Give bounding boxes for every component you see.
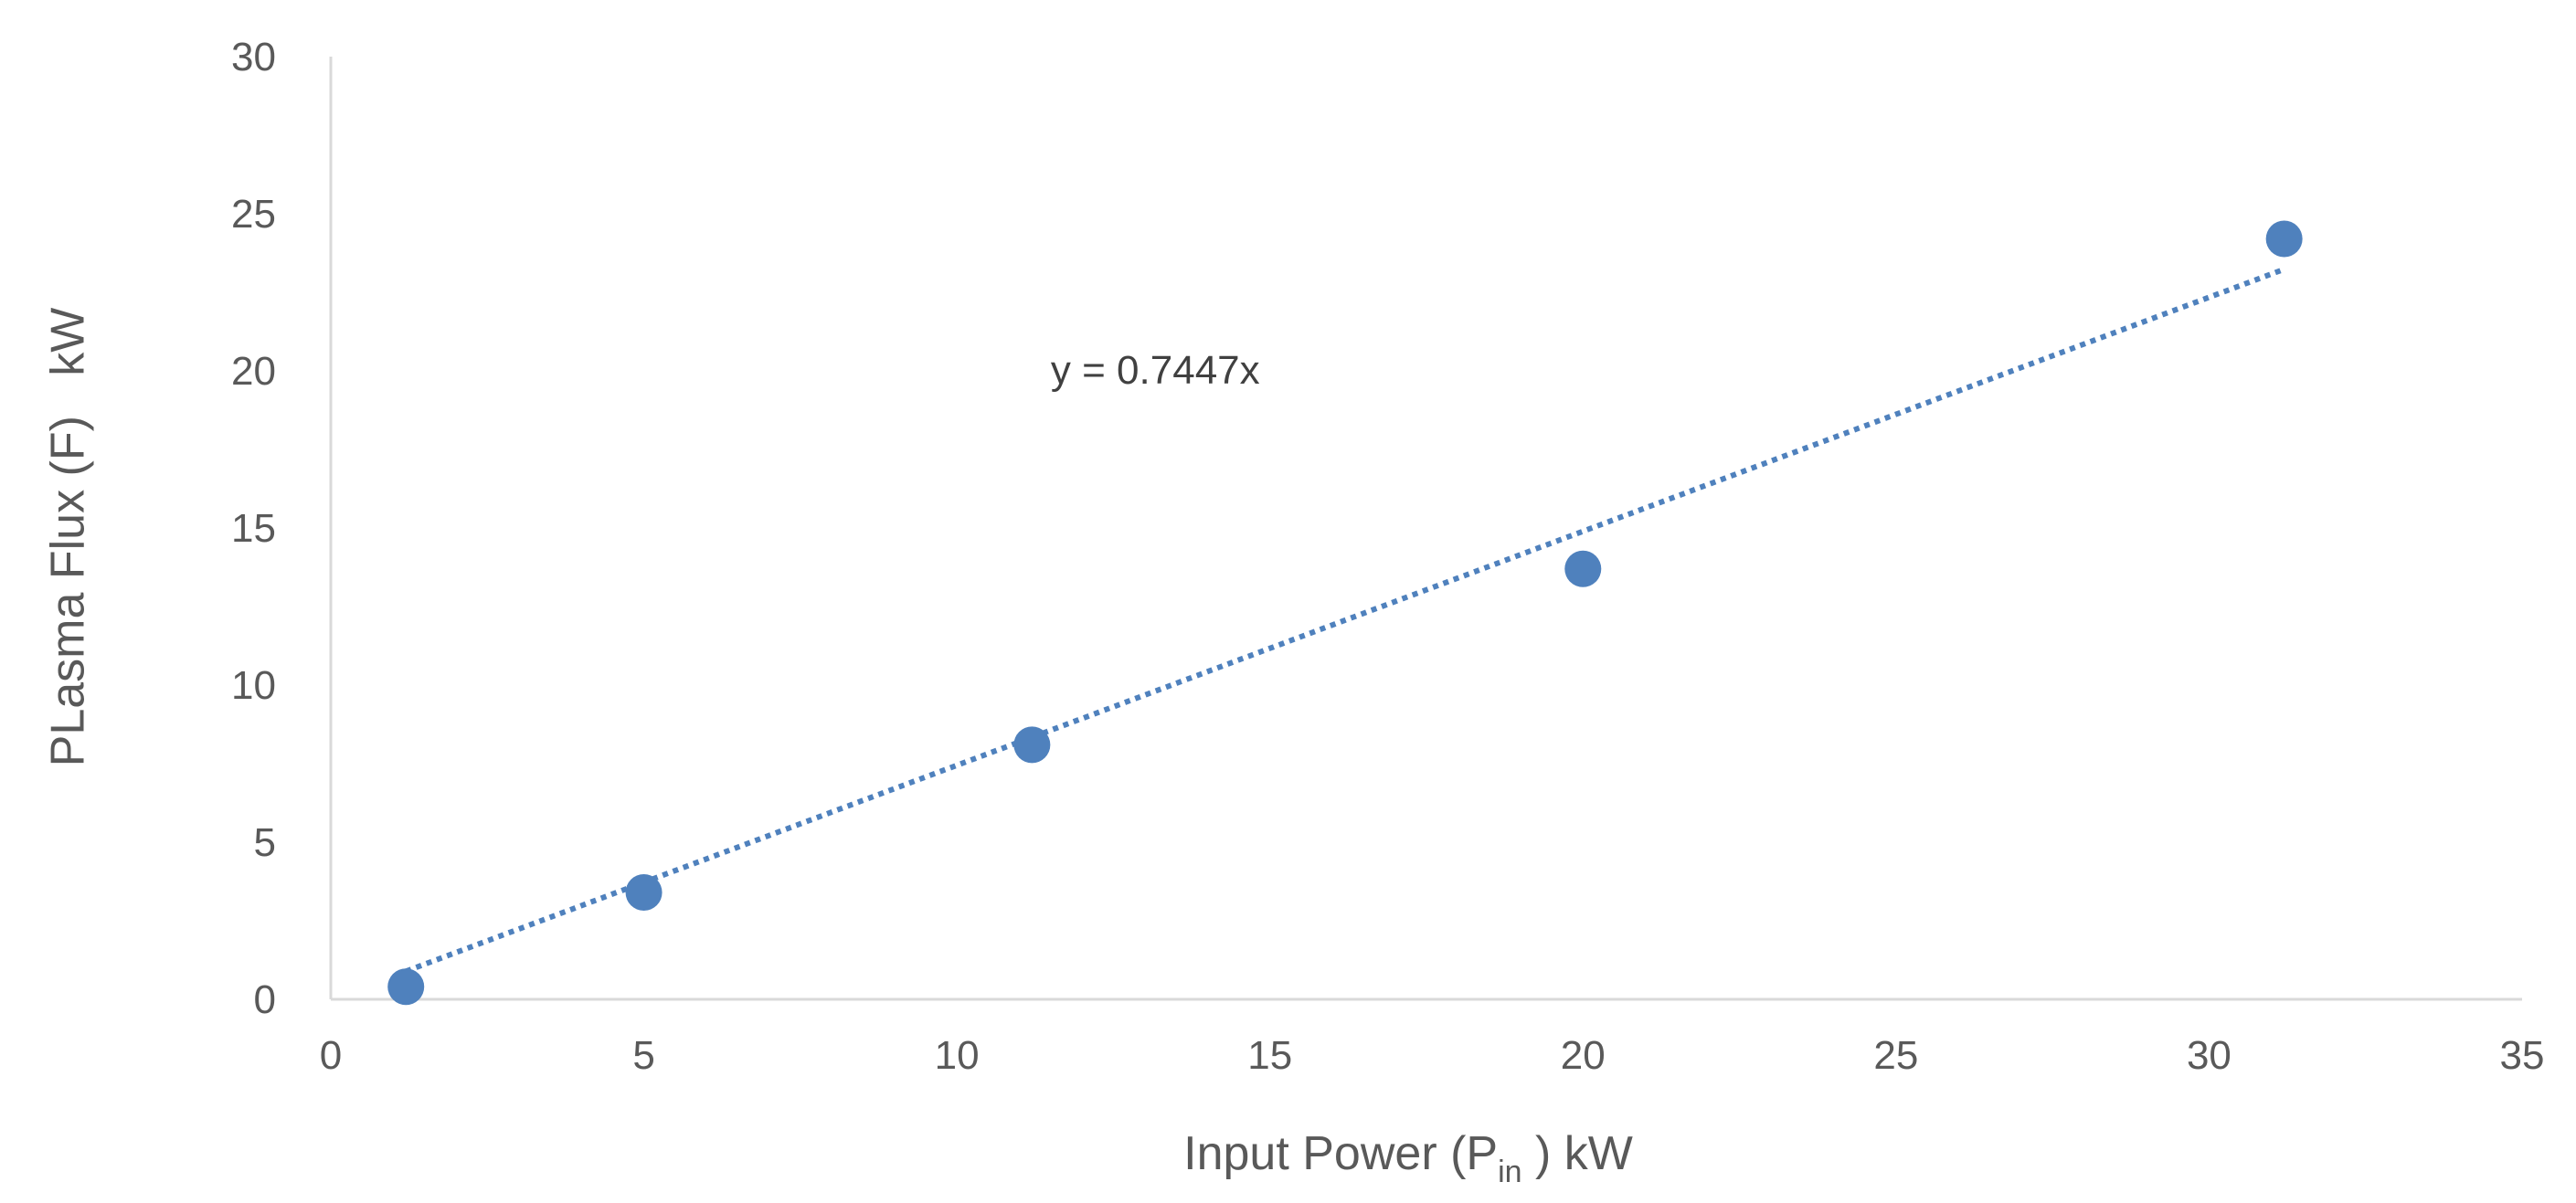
x-tick-label: 5 <box>632 1033 654 1078</box>
x-axis-title-suffix: ) kW <box>1522 1127 1633 1180</box>
trendline <box>405 266 2285 975</box>
y-tick-label: 30 <box>231 35 276 79</box>
axes <box>329 57 2522 1001</box>
y-tick-label: 0 <box>254 977 276 1022</box>
x-tick-labels: 0 5 10 15 20 25 30 35 <box>320 1033 2545 1078</box>
data-point <box>2265 220 2303 258</box>
x-tick-label: 25 <box>1873 1033 1918 1078</box>
data-point <box>387 968 425 1006</box>
x-tick-label: 20 <box>1561 1033 1606 1078</box>
data-point <box>1564 550 1602 587</box>
x-tick-label: 10 <box>935 1033 980 1078</box>
x-tick-label: 35 <box>2500 1033 2545 1078</box>
x-tick-label: 30 <box>2187 1033 2231 1078</box>
annotations: y = 0.7447x <box>1051 348 1260 393</box>
y-tick-label: 15 <box>231 506 276 551</box>
y-tick-label: 5 <box>254 820 276 865</box>
x-axis-title-main: Input Power (P <box>1183 1127 1498 1180</box>
y-tick-label: 20 <box>231 349 276 394</box>
x-axis-title-subscript: in <box>1498 1155 1521 1189</box>
data-point <box>625 874 663 912</box>
trendline-equation: y = 0.7447x <box>1051 348 1260 393</box>
y-tick-label: 25 <box>231 192 276 237</box>
data-points <box>387 220 2303 1006</box>
x-tick-label: 0 <box>320 1033 342 1078</box>
y-axis-title: PLasma Flux (F) kW <box>42 308 95 767</box>
data-point <box>1013 726 1051 764</box>
x-tick-label: 15 <box>1247 1033 1292 1078</box>
x-axis-title: Input Power (Pin ) kW <box>1183 1127 1633 1189</box>
y-tick-labels: 0 5 10 15 20 25 30 <box>231 35 276 1022</box>
y-tick-label: 10 <box>231 663 276 708</box>
